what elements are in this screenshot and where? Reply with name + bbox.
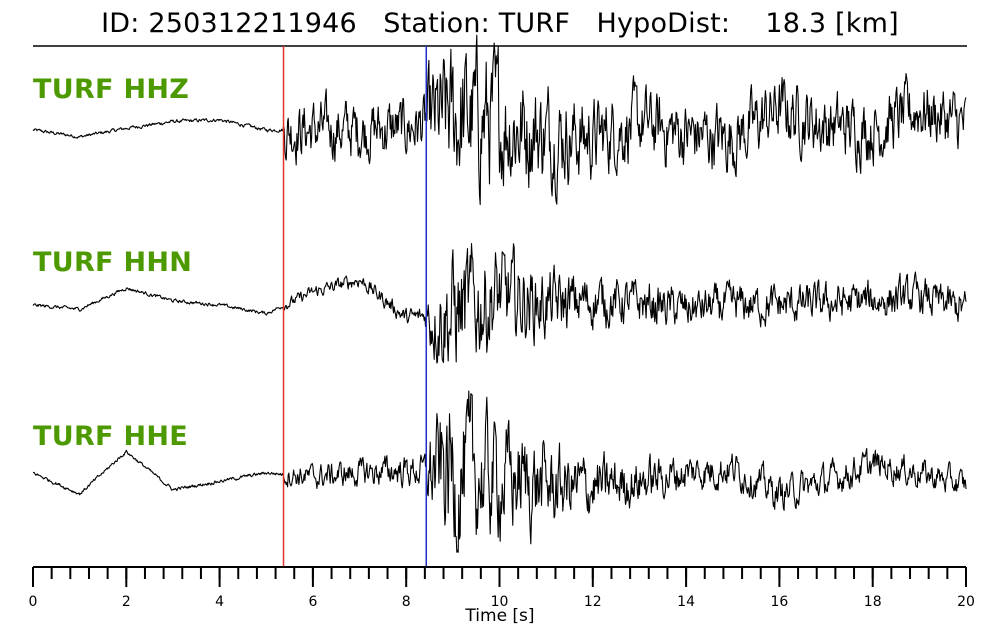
trace-turf-hhz — [32, 34, 967, 206]
figure-title: ID: 250312211946 Station: TURF HypoDist:… — [0, 8, 1000, 39]
station-label: Station: TURF — [383, 8, 571, 39]
x-tick-label: 10 — [491, 594, 509, 610]
time-axis: 0 2 4 6 8 10 12 14 16 18 20 — [29, 566, 975, 610]
hypodist-value: 18.3 [km] — [765, 8, 899, 39]
x-axis-label: Time [s] — [465, 606, 535, 626]
channel-label-hhn: TURF HHN — [33, 247, 193, 278]
x-tick-label: 14 — [677, 594, 695, 610]
phase-picks — [282, 46, 428, 567]
x-tick-label: 2 — [122, 594, 131, 610]
trace-turf-hhn — [32, 242, 967, 364]
x-tick-label: 4 — [215, 594, 224, 610]
x-tick-label: 8 — [402, 594, 411, 610]
trace-turf-hhe — [33, 390, 967, 553]
x-tick-label: 12 — [584, 594, 602, 610]
x-tick-label: 6 — [308, 594, 317, 610]
waveform-traces — [32, 34, 967, 553]
x-tick-label: 0 — [29, 594, 38, 610]
x-tick-label: 16 — [770, 594, 788, 610]
channel-label-hhe: TURF HHE — [33, 421, 189, 452]
x-tick-label: 20 — [957, 594, 975, 610]
x-tick-label: 18 — [864, 594, 882, 610]
hypodist-label: HypoDist: — [596, 8, 731, 39]
event-id-label: ID: 250312211946 — [101, 8, 357, 39]
channel-label-hhz: TURF HHZ — [33, 74, 190, 105]
